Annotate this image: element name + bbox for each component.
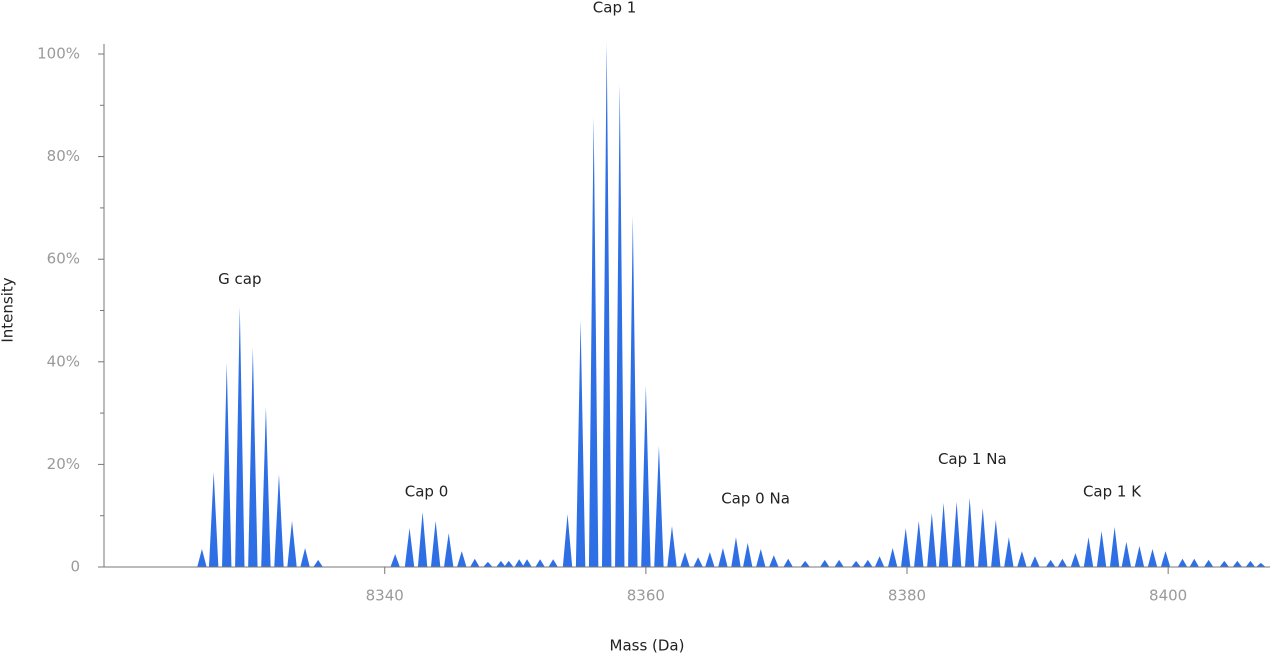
peak bbox=[313, 559, 323, 567]
peak bbox=[248, 347, 258, 567]
peak bbox=[1134, 545, 1145, 567]
peak bbox=[1004, 537, 1014, 567]
peak bbox=[667, 525, 677, 567]
x-tick-label: 8360 bbox=[627, 587, 665, 605]
peak bbox=[874, 556, 885, 567]
peak bbox=[820, 559, 830, 567]
peak bbox=[991, 519, 1001, 567]
peak bbox=[851, 560, 861, 567]
peak bbox=[680, 552, 690, 567]
peak bbox=[1177, 558, 1188, 567]
peak bbox=[287, 520, 297, 567]
peak bbox=[1232, 560, 1243, 567]
peak bbox=[274, 474, 284, 567]
peak bbox=[834, 559, 844, 567]
peak bbox=[404, 528, 415, 567]
peak bbox=[1121, 541, 1132, 567]
peak bbox=[417, 512, 428, 567]
peak bbox=[1017, 551, 1027, 567]
peak bbox=[654, 445, 664, 567]
y-tick-label: 0 bbox=[70, 558, 80, 576]
peak bbox=[1245, 560, 1256, 567]
peak bbox=[628, 216, 638, 567]
peak bbox=[390, 554, 400, 567]
annotation: Cap 1 bbox=[593, 0, 637, 16]
y-axis-label: Intensity bbox=[0, 277, 17, 342]
peak bbox=[1057, 558, 1068, 567]
peak bbox=[756, 549, 766, 567]
peak bbox=[504, 560, 514, 567]
peak bbox=[693, 557, 703, 567]
peak bbox=[588, 116, 599, 567]
annotation: Cap 1 Na bbox=[938, 450, 1007, 468]
peak bbox=[1045, 559, 1056, 567]
peak bbox=[901, 528, 911, 567]
peak bbox=[964, 497, 975, 567]
y-tick-label: 100% bbox=[37, 45, 80, 63]
y-tick-label: 80% bbox=[47, 147, 80, 165]
peak bbox=[978, 508, 988, 567]
peak bbox=[1219, 560, 1230, 567]
peak bbox=[743, 542, 753, 567]
peak bbox=[887, 548, 898, 567]
peak bbox=[783, 558, 793, 567]
peak bbox=[430, 520, 441, 567]
peak bbox=[483, 561, 493, 567]
peak bbox=[718, 548, 728, 567]
peak bbox=[496, 560, 506, 567]
annotation: G cap bbox=[218, 270, 261, 288]
peak bbox=[705, 552, 715, 567]
annotation: Cap 1 K bbox=[1083, 483, 1142, 501]
x-tick-label: 8340 bbox=[366, 587, 404, 605]
peak bbox=[514, 559, 524, 567]
peak bbox=[1109, 526, 1120, 567]
annotation: Cap 0 Na bbox=[721, 489, 790, 507]
peak bbox=[731, 537, 741, 567]
peak bbox=[470, 558, 480, 567]
peak bbox=[800, 560, 810, 567]
peak bbox=[457, 551, 467, 567]
y-tick-label: 60% bbox=[47, 250, 80, 268]
peak bbox=[914, 520, 924, 567]
peak bbox=[927, 513, 937, 567]
annotation: Cap 0 bbox=[405, 483, 449, 501]
peak bbox=[1189, 558, 1199, 567]
peak bbox=[769, 555, 779, 567]
x-tick-label: 8380 bbox=[888, 587, 926, 605]
peak bbox=[615, 83, 625, 567]
peak bbox=[938, 502, 949, 567]
peak bbox=[1160, 551, 1171, 567]
y-tick-label: 20% bbox=[47, 455, 80, 473]
peak bbox=[261, 406, 271, 567]
peak bbox=[1083, 537, 1094, 567]
peak bbox=[863, 559, 873, 567]
peak bbox=[197, 549, 207, 567]
peak bbox=[1203, 559, 1214, 567]
x-axis-label: Mass (Da) bbox=[610, 637, 685, 655]
peak bbox=[601, 42, 612, 568]
peak bbox=[535, 559, 545, 567]
peak bbox=[1070, 553, 1081, 567]
peak bbox=[641, 385, 651, 567]
y-tick-label: 40% bbox=[47, 352, 80, 370]
peak bbox=[444, 533, 454, 567]
peak bbox=[222, 362, 232, 567]
peak bbox=[235, 306, 245, 567]
peak bbox=[1030, 556, 1040, 567]
peak bbox=[300, 548, 310, 567]
peak bbox=[1147, 549, 1158, 567]
peak bbox=[1096, 531, 1107, 567]
peak bbox=[208, 472, 219, 567]
peak bbox=[951, 501, 962, 567]
peak bbox=[575, 320, 586, 567]
peak bbox=[548, 559, 558, 567]
peak bbox=[1256, 562, 1266, 567]
x-tick-label: 8400 bbox=[1149, 587, 1187, 605]
peak bbox=[522, 559, 532, 567]
peak bbox=[562, 514, 573, 567]
